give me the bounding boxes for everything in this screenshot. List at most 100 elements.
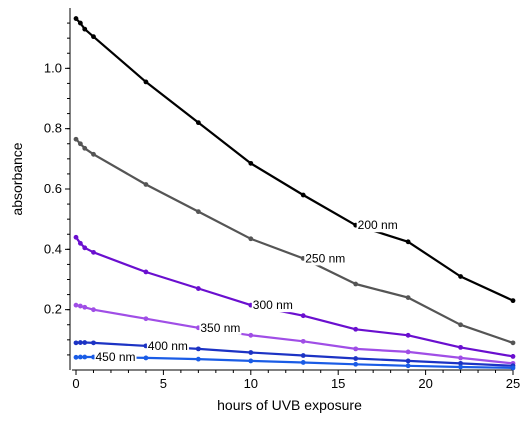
- data-point: [405, 332, 411, 338]
- series-labels: 200 nm 250 nm 300 nm 350 nm 400 nm 450 nm: [94, 218, 399, 365]
- data-point: [82, 354, 88, 360]
- series-label-text: 250 nm: [305, 251, 345, 265]
- data-point: [73, 354, 79, 360]
- data-point: [248, 236, 254, 242]
- series-label-background: [146, 338, 189, 353]
- data-point: [458, 322, 463, 328]
- data-point: [77, 354, 83, 360]
- data-point: [77, 340, 83, 345]
- data-point: [405, 239, 411, 245]
- series-label-background: [356, 218, 399, 233]
- data-point: [82, 26, 88, 32]
- data-point: [353, 356, 359, 361]
- axes: 0 5 10 15 20 25 0.2 0.4 0.6 0.8 1.0: [44, 8, 520, 391]
- data-point: [91, 249, 96, 255]
- data-point: [82, 145, 88, 151]
- data-point: [405, 363, 411, 369]
- data-point: [77, 20, 83, 26]
- data-point: [91, 307, 96, 313]
- data-point: [143, 316, 149, 322]
- data-point: [405, 349, 411, 355]
- x-tick-label: 10: [244, 376, 258, 391]
- series-line: [75, 17, 514, 302]
- data-point: [248, 332, 254, 338]
- data-point: [405, 295, 411, 300]
- x-tick-label: 5: [160, 376, 167, 391]
- data-point: [510, 354, 516, 359]
- data-point: [353, 346, 359, 352]
- data-point: [77, 303, 83, 309]
- data-point: [195, 356, 201, 362]
- data-point: [458, 364, 463, 370]
- data-point: [510, 365, 516, 371]
- data-point: [248, 350, 254, 355]
- x-axis-title: hours of UVB exposure: [217, 397, 362, 413]
- data-point: [353, 281, 359, 287]
- data-point: [300, 192, 306, 198]
- y-axis-title: absorbance: [9, 142, 25, 215]
- data-point: [353, 361, 359, 367]
- x-tick-label: 0: [72, 376, 79, 391]
- y-tick-label: 0.8: [44, 121, 62, 136]
- data-point: [143, 269, 149, 275]
- x-axis-ticks: 0 5 10 15 20 25: [72, 370, 520, 391]
- data-point: [510, 298, 516, 304]
- data-point: [458, 344, 463, 350]
- series-300-nm: [73, 234, 516, 359]
- y-tick-label: 0.4: [44, 241, 62, 256]
- series-label-text: 400 nm: [148, 339, 188, 353]
- data-point: [77, 240, 83, 246]
- data-point: [91, 151, 96, 157]
- series-label: 400 nm: [146, 338, 189, 353]
- data-point: [143, 79, 149, 85]
- y-tick-label: 0.2: [44, 302, 62, 317]
- data-point: [300, 353, 306, 358]
- data-point: [248, 358, 254, 364]
- series-label-background: [304, 251, 347, 266]
- series-350-nm: [73, 302, 516, 366]
- data-point: [73, 340, 79, 346]
- x-tick-label: 15: [331, 376, 345, 391]
- data-point: [91, 340, 96, 346]
- series-label: 350 nm: [199, 320, 242, 335]
- data-point: [73, 16, 79, 21]
- data-point: [143, 182, 149, 187]
- series-label-background: [251, 298, 294, 313]
- data-point: [143, 355, 149, 361]
- series-label: 300 nm: [251, 298, 294, 313]
- data-point: [353, 326, 359, 332]
- series-line: [75, 138, 514, 344]
- data-point: [73, 136, 79, 142]
- data-point: [458, 274, 463, 279]
- series-label-background: [199, 320, 242, 335]
- data-point: [195, 286, 201, 291]
- data-point: [248, 160, 254, 166]
- data-point: [458, 360, 463, 366]
- data-point: [195, 346, 201, 352]
- data-point: [91, 34, 96, 40]
- x-tick-label: 20: [418, 376, 432, 391]
- data-point: [300, 313, 306, 319]
- data-point: [300, 338, 306, 344]
- data-point: [77, 141, 83, 147]
- series-group: [73, 16, 516, 371]
- x-tick-label: 25: [506, 376, 520, 391]
- data-point: [73, 234, 79, 240]
- series-250-nm: [73, 136, 516, 346]
- y-tick-label: 1.0: [44, 60, 62, 75]
- data-point: [510, 340, 516, 346]
- data-point: [195, 120, 201, 126]
- series-label-text: 200 nm: [358, 218, 398, 232]
- data-point: [405, 358, 411, 364]
- y-axis-ticks: 0.2 0.4 0.6 0.8 1.0: [44, 22, 70, 356]
- series-label-text: 350 nm: [200, 321, 240, 335]
- series-200-nm: [73, 16, 516, 304]
- data-point: [82, 245, 88, 251]
- data-point: [73, 302, 79, 308]
- series-label-text: 300 nm: [253, 298, 293, 312]
- data-point: [82, 304, 88, 310]
- data-point: [82, 340, 88, 345]
- y-tick-label: 0.6: [44, 181, 62, 196]
- series-label: 450 nm: [94, 350, 137, 365]
